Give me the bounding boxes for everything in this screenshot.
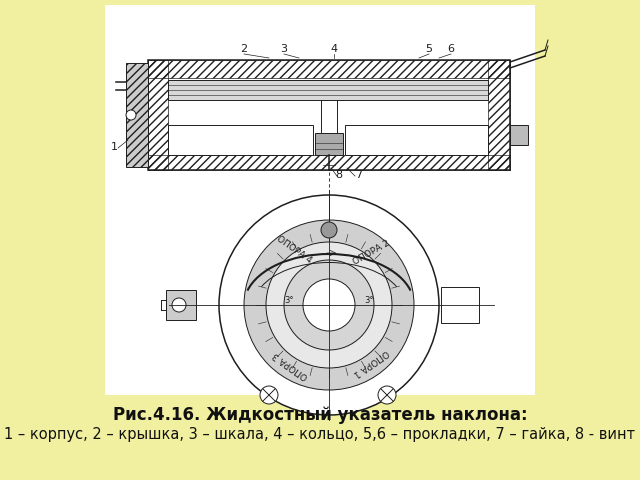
Text: 6: 6 bbox=[447, 44, 454, 54]
Circle shape bbox=[219, 195, 439, 415]
Bar bbox=[126, 63, 148, 167]
Bar bbox=[166, 290, 196, 320]
Bar bbox=[441, 287, 479, 323]
Text: 1 – корпус, 2 – крышка, 3 – шкала, 4 – кольцо, 5,6 – прокладки, 7 – гайка, 8 - в: 1 – корпус, 2 – крышка, 3 – шкала, 4 – к… bbox=[4, 428, 636, 443]
Bar bbox=[168, 125, 313, 155]
Circle shape bbox=[126, 110, 136, 120]
Text: Рис.4.16. Жидкостный указатель наклона:: Рис.4.16. Жидкостный указатель наклона: bbox=[113, 406, 527, 424]
Text: 3: 3 bbox=[280, 44, 287, 54]
Bar bbox=[168, 80, 488, 100]
Bar bbox=[315, 133, 343, 155]
Circle shape bbox=[244, 220, 414, 390]
Text: 8: 8 bbox=[335, 170, 342, 180]
Text: ОПОРА 2: ОПОРА 2 bbox=[351, 239, 391, 267]
Circle shape bbox=[321, 222, 337, 238]
Circle shape bbox=[303, 279, 355, 331]
Text: ОПОРА 3: ОПОРА 3 bbox=[271, 349, 310, 381]
Text: 7: 7 bbox=[355, 170, 363, 180]
Bar bbox=[488, 60, 510, 170]
Circle shape bbox=[284, 260, 374, 350]
Circle shape bbox=[260, 386, 278, 404]
Text: ОПОРА 1: ОПОРА 1 bbox=[351, 348, 390, 378]
Text: 5: 5 bbox=[426, 44, 433, 54]
Text: 3°: 3° bbox=[364, 296, 374, 305]
Bar bbox=[510, 125, 528, 145]
Bar bbox=[105, 5, 535, 395]
Text: 3°: 3° bbox=[285, 296, 294, 305]
Bar bbox=[148, 60, 510, 78]
Bar bbox=[345, 125, 488, 155]
Text: 4: 4 bbox=[330, 44, 337, 54]
Text: ОПОРА 4: ОПОРА 4 bbox=[275, 235, 313, 265]
Bar bbox=[126, 63, 148, 167]
Circle shape bbox=[172, 298, 186, 312]
Bar bbox=[148, 60, 168, 170]
Text: 1: 1 bbox=[111, 142, 118, 152]
Text: 2: 2 bbox=[241, 44, 248, 54]
Bar bbox=[148, 60, 510, 170]
Circle shape bbox=[266, 242, 392, 368]
Circle shape bbox=[378, 386, 396, 404]
Bar bbox=[148, 155, 510, 170]
